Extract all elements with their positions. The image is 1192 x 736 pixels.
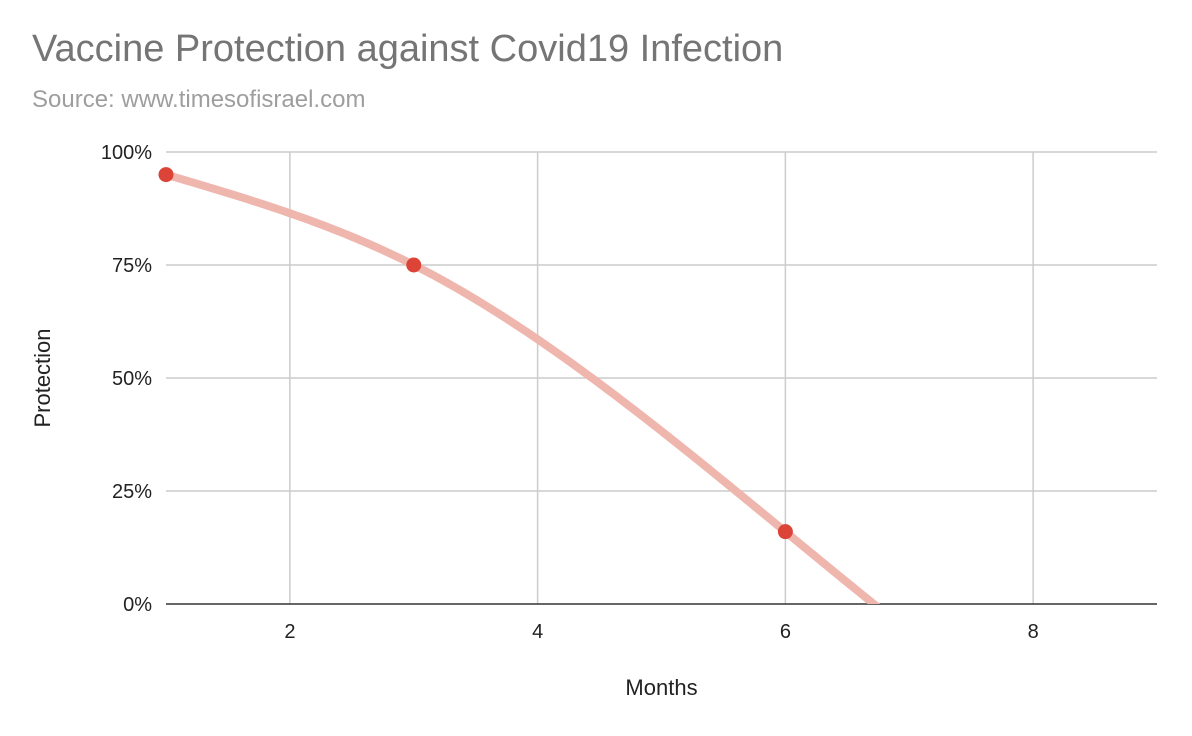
x-tick-label: 4 <box>532 621 543 643</box>
data-point <box>406 257 422 273</box>
chart-title: Vaccine Protection against Covid19 Infec… <box>32 28 784 70</box>
series-layer <box>158 167 881 604</box>
y-tick-label: 25% <box>112 481 152 503</box>
y-tick-label: 100% <box>101 142 152 164</box>
y-tick-label: 75% <box>112 255 152 277</box>
y-tick-label: 50% <box>112 368 152 390</box>
data-point <box>777 524 793 540</box>
data-point <box>158 167 174 183</box>
y-axis-title: Protection <box>30 328 55 427</box>
chart-subtitle: Source: www.timesofisrael.com <box>32 86 366 113</box>
x-tick-label: 8 <box>1028 621 1039 643</box>
series-line <box>166 170 881 604</box>
y-axis-ticks: 0% 25% 50% 75% 100% <box>101 142 152 616</box>
x-axis-title: Months <box>625 675 697 700</box>
x-tick-label: 2 <box>284 621 295 643</box>
y-tick-label: 0% <box>123 594 152 616</box>
x-axis-ticks: 2 4 6 8 <box>284 621 1038 643</box>
x-tick-label: 6 <box>780 621 791 643</box>
